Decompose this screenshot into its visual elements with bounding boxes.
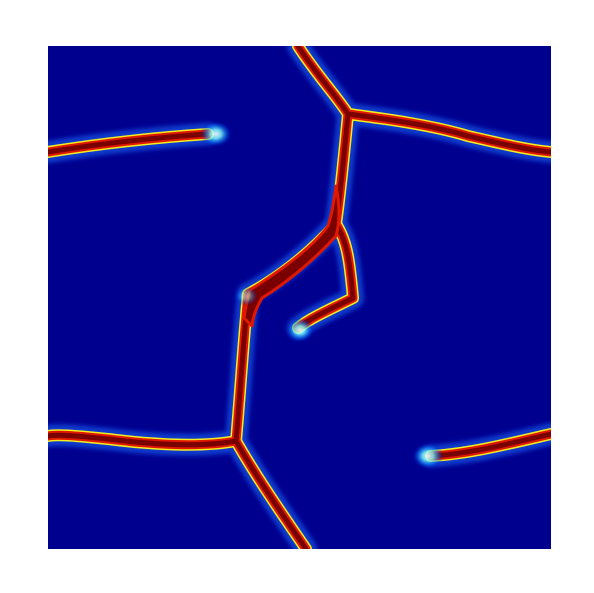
crack-trunk-fill [242,184,341,328]
phase-field-plot [48,46,551,549]
crack-tip-center [286,318,314,342]
field-background [48,46,551,549]
crack-tip-upper-left [200,121,232,147]
crack-tips [200,121,444,469]
crack-tip-branch-left [234,286,258,306]
crack-tip-lower-right [412,443,444,469]
